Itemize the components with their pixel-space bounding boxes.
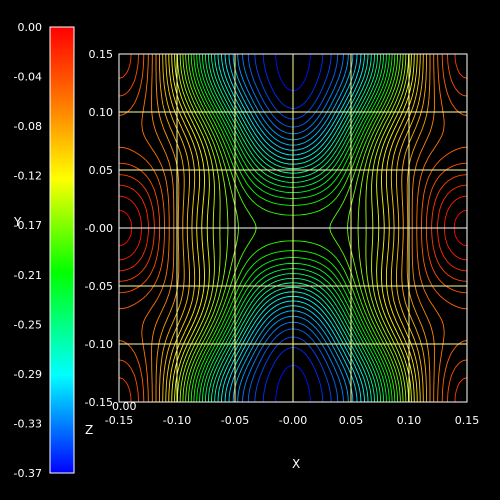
contour-line xyxy=(168,54,418,402)
colorbar-tick-label: 0.00 xyxy=(18,21,43,34)
contour-line xyxy=(196,54,390,402)
contour-line xyxy=(174,54,412,402)
contour-line xyxy=(199,54,387,402)
x-tick-label: -0.00 xyxy=(279,414,307,427)
contour-line xyxy=(204,54,382,402)
contour-lines xyxy=(119,54,467,402)
x-tick-label: 0.05 xyxy=(339,414,364,427)
contour-line xyxy=(158,54,428,402)
colorbar-tick-label: -0.08 xyxy=(14,120,42,133)
contour-line xyxy=(217,54,369,402)
colorbar-tick-label: -0.17 xyxy=(14,219,42,232)
grid-lines xyxy=(119,54,467,402)
contour-line xyxy=(228,54,358,402)
colorbar-tick-label: -0.37 xyxy=(14,467,42,480)
y-tick-label: -0.00 xyxy=(85,222,113,235)
corner-label: 0.00 xyxy=(112,400,137,413)
contour-line xyxy=(201,54,385,402)
x-tick-label: 0.15 xyxy=(455,414,480,427)
contour-line xyxy=(224,54,362,402)
colorbar-tick-label: -0.04 xyxy=(14,71,42,84)
contour-line xyxy=(119,184,467,272)
contour-line xyxy=(262,54,324,402)
y-tick-label: -0.10 xyxy=(85,338,113,351)
contour-line xyxy=(275,54,311,402)
contour-line xyxy=(179,54,407,402)
contour-line xyxy=(182,54,404,402)
contour-line xyxy=(187,54,399,402)
y-tick-label: 0.10 xyxy=(89,106,114,119)
colorbar-tick-label: -0.25 xyxy=(14,318,42,331)
z-axis-title: Z xyxy=(85,423,93,437)
x-tick-label: 0.10 xyxy=(397,414,422,427)
contour-line xyxy=(165,54,421,402)
contour-line xyxy=(254,54,332,402)
colorbar-tick-label: -0.29 xyxy=(14,368,42,381)
contour-line xyxy=(119,54,467,402)
contour-line xyxy=(119,54,467,402)
contour-line xyxy=(119,209,467,247)
contour-line xyxy=(232,54,354,402)
contour-line xyxy=(237,54,349,402)
contour-line xyxy=(151,54,435,402)
colorbar-tick-label: -0.12 xyxy=(14,170,42,183)
x-tick-label: -0.10 xyxy=(163,414,191,427)
y-tick-labels: 0.15 0.10 0.05 -0.00 -0.05 -0.10 -0.15 xyxy=(85,48,113,409)
colorbar-tick-label: -0.21 xyxy=(14,269,42,282)
contour-line xyxy=(214,54,372,402)
x-tick-label: -0.05 xyxy=(221,414,249,427)
x-tick-label: -0.15 xyxy=(105,414,133,427)
colorbar-tick-label: -0.33 xyxy=(14,417,42,430)
y-tick-label: -0.05 xyxy=(85,280,113,293)
y-tick-label: -0.15 xyxy=(85,396,113,409)
y-tick-label: 0.05 xyxy=(89,164,114,177)
contour-line xyxy=(190,54,396,402)
y-tick-label: 0.15 xyxy=(89,48,114,61)
contour-line xyxy=(141,54,445,402)
contour-line xyxy=(242,54,344,402)
contour-line xyxy=(119,195,467,261)
colorbar-tick-labels: 0.00 -0.04 -0.08 -0.12 -0.17 -0.21 -0.25 -0.29 -… xyxy=(14,21,42,480)
contour-line xyxy=(211,54,375,402)
x-axis-title: X xyxy=(292,457,300,471)
y-axis-title: Y xyxy=(13,215,22,229)
colorbar xyxy=(49,26,75,474)
contour-line xyxy=(193,54,393,402)
x-tick-labels: -0.15 -0.10 -0.05 -0.00 0.05 0.10 0.15 xyxy=(105,414,479,427)
plot-area xyxy=(118,53,468,403)
